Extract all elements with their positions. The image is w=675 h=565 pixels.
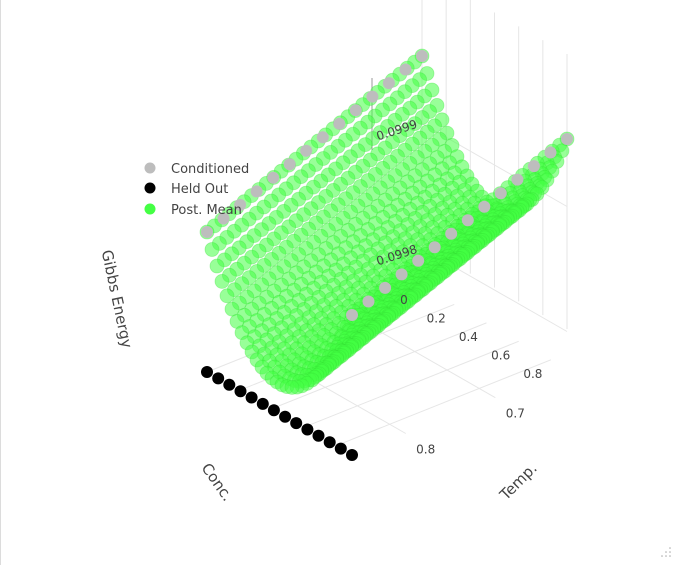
floor-grid-line (335, 359, 552, 447)
conditioned-marker (250, 185, 263, 198)
conditioned-marker (316, 131, 329, 144)
surface-marker (204, 242, 220, 257)
conditioned-marker (267, 171, 280, 184)
held-out-marker (223, 378, 236, 391)
conditioned-marker (395, 268, 408, 281)
held-out-marker (256, 397, 269, 410)
conditioned-marker (412, 254, 425, 267)
conditioned-marker (416, 50, 428, 62)
conditioned-marker (379, 281, 392, 294)
surface-marker (214, 273, 230, 289)
frame-border (0, 0, 1, 565)
conditioned-marker (366, 90, 379, 103)
x-tick-label: 0.4 (459, 330, 478, 344)
held-out-marker (312, 429, 325, 442)
conditioned-marker (461, 214, 474, 227)
y-tick-label: 0.8 (416, 443, 435, 457)
conditioned-marker (201, 226, 213, 238)
resize-handle-icon[interactable] (661, 547, 671, 557)
legend-label-conditioned: Conditioned (171, 162, 249, 177)
conditioned-marker (349, 104, 362, 117)
x-tick-label: 0.6 (491, 348, 510, 362)
legend-label-post-mean: Post. Mean (171, 203, 242, 218)
z-axis-title: Gibbs Energy (98, 248, 136, 350)
legend[interactable]: Conditioned Held Out Post. Mean (144, 162, 250, 218)
held-out-marker (245, 391, 258, 404)
conditioned-marker (234, 198, 247, 211)
conditioned-marker (382, 77, 395, 90)
legend-item-conditioned[interactable]: Conditioned (144, 162, 250, 177)
conditioned-marker (544, 146, 557, 159)
x-tick-label: 0 (400, 293, 408, 307)
conditioned-marker (478, 200, 491, 213)
held-out-marker (279, 410, 292, 423)
conditioned-marker (428, 241, 441, 254)
conditioned-marker (399, 63, 412, 76)
conditioned-marker (217, 212, 230, 225)
conditioned-marker (300, 144, 313, 157)
x-tick-label: 0.8 (523, 367, 542, 381)
conditioned-marker (561, 133, 573, 145)
surface-marker (219, 288, 235, 304)
legend-marker-held-out (144, 182, 156, 194)
held-out-marker (290, 417, 303, 430)
floor-grid-line (303, 340, 519, 428)
conditioned-marker (362, 295, 375, 308)
floor-grid-line (271, 322, 487, 410)
x-axis-title: Conc. (198, 460, 237, 505)
held-out-marker (323, 436, 336, 449)
legend-label-held-out: Held Out (171, 182, 228, 197)
y-tick-label: 0.7 (506, 407, 525, 421)
legend-item-post-mean[interactable]: Post. Mean (144, 203, 242, 218)
held-out-marker (212, 372, 225, 385)
held-out-marker (346, 449, 358, 461)
marker-layer (199, 48, 575, 461)
conditioned-marker (346, 309, 358, 321)
conditioned-marker (283, 158, 296, 171)
conditioned-marker (445, 227, 458, 240)
legend-marker-conditioned (144, 162, 156, 174)
conditioned-marker (527, 160, 540, 173)
conditioned-marker (333, 117, 346, 130)
x-tick-label: 0.2 (427, 311, 446, 325)
surface-marker (224, 301, 240, 317)
legend-item-held-out[interactable]: Held Out (144, 182, 229, 197)
held-out-marker (334, 442, 347, 455)
legend-marker-post-mean (144, 203, 156, 215)
conditioned-marker (494, 187, 507, 200)
held-out-marker (301, 423, 314, 436)
held-out-marker (267, 404, 280, 417)
conditioned-marker (511, 173, 524, 186)
held-out-marker (201, 366, 213, 378)
surface-marker (209, 258, 225, 274)
surface-marker (284, 379, 300, 395)
y-axis-title: Temp. (496, 459, 541, 504)
held-out-marker (234, 385, 247, 398)
